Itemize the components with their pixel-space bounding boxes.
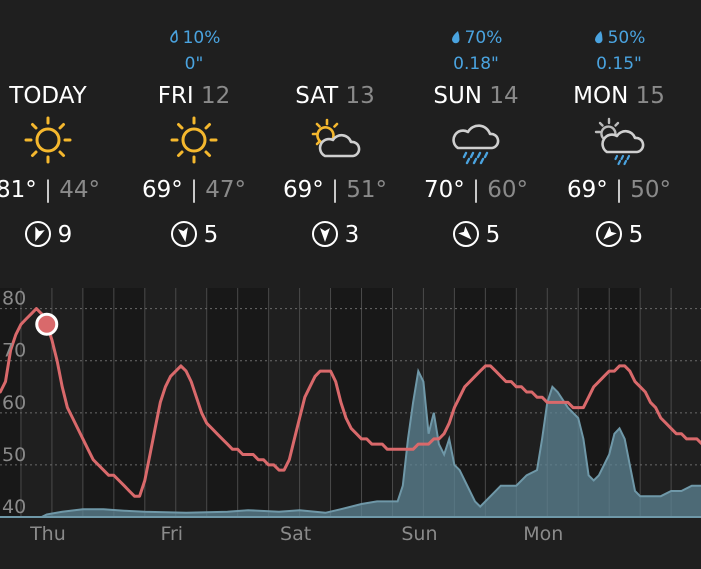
wind-direction-icon — [24, 221, 51, 247]
partly-cloudy-icon — [311, 118, 361, 158]
x-tick-label: Sat — [280, 523, 311, 545]
y-tick-label: 70 — [2, 340, 26, 362]
x-tick-label: Fri — [160, 523, 183, 545]
chart-canvas: 40 50 60 70 80 Thu Fri Sat Sun Mon — [0, 288, 701, 569]
rain-cloud-icon — [452, 124, 500, 165]
y-tick-label: 60 — [2, 392, 26, 414]
wind-direction-icon — [595, 221, 622, 247]
precip-chance: 10% — [124, 28, 264, 48]
day-label: FRI 12 — [157, 83, 231, 109]
wind-direction-icon — [170, 221, 197, 247]
forecast-day-mon[interactable]: 50% 0.15" MON 15 69° | 50° 5 — [549, 0, 689, 270]
daily-forecast: TODAY 81° | 44° 9 10% 0" FRI 12 — [0, 0, 701, 270]
raindrop-icon — [594, 31, 603, 44]
wind-direction-icon — [452, 221, 479, 247]
temperature-range: 69° | 50° — [567, 177, 671, 203]
forecast-day-sun[interactable]: 70% 0.18" SUN 14 70° | 60° 5 — [406, 0, 546, 270]
x-tick-label: Mon — [523, 523, 563, 545]
precip-amount: 0" — [184, 54, 204, 74]
raindrop-outline-icon — [169, 30, 178, 43]
forecast-day-sat[interactable]: SAT 13 69° | 51° 3 — [265, 0, 405, 270]
wind-speed: 3 — [344, 222, 360, 248]
day-label: SAT 13 — [295, 83, 375, 109]
partly-cloudy-rain-icon — [594, 117, 645, 166]
temperature-range: 81° | 44° — [0, 177, 100, 203]
temperature-range: 69° | 51° — [283, 177, 387, 203]
precip-amount: 0.15" — [596, 54, 642, 74]
wind-speed: 5 — [485, 222, 501, 248]
sun-icon — [170, 116, 218, 164]
x-tick-label: Thu — [29, 523, 66, 545]
wind-info: 5 — [549, 220, 689, 250]
wind-info: 3 — [265, 220, 405, 250]
current-temperature-marker — [35, 312, 59, 336]
wind-info: 5 — [124, 220, 264, 250]
temperature-range: 70° | 60° — [424, 177, 528, 203]
x-tick-label: Sun — [401, 523, 437, 545]
raindrop-icon — [451, 31, 460, 44]
wind-speed: 9 — [57, 222, 73, 248]
wind-info: 5 — [406, 220, 546, 250]
wind-speed: 5 — [628, 222, 644, 248]
temperature-range: 69° | 47° — [142, 177, 246, 203]
night-band — [0, 288, 21, 517]
forecast-day-fri[interactable]: 10% 0" FRI 12 69° | 47° 5 — [124, 0, 264, 270]
sun-icon — [24, 116, 72, 164]
hourly-temperature-chart[interactable]: 40 50 60 70 80 Thu Fri Sat Sun Mon — [0, 288, 701, 569]
y-tick-label: 50 — [2, 444, 26, 466]
y-tick-label: 40 — [2, 496, 26, 518]
precip-chance: 70% — [406, 28, 546, 48]
temperature-line — [0, 307, 701, 498]
day-label: TODAY — [9, 83, 87, 109]
forecast-day-today[interactable]: TODAY 81° | 44° 9 — [0, 0, 118, 270]
wind-speed: 5 — [203, 222, 219, 248]
precipitation-area — [0, 367, 701, 518]
wind-direction-icon — [311, 221, 338, 247]
wind-info: 9 — [0, 220, 118, 250]
precip-amount: 0.18" — [453, 54, 499, 74]
y-tick-label: 80 — [2, 288, 26, 310]
day-label: SUN 14 — [433, 83, 519, 109]
day-label: MON 15 — [573, 83, 665, 109]
precip-chance: 50% — [549, 28, 689, 48]
